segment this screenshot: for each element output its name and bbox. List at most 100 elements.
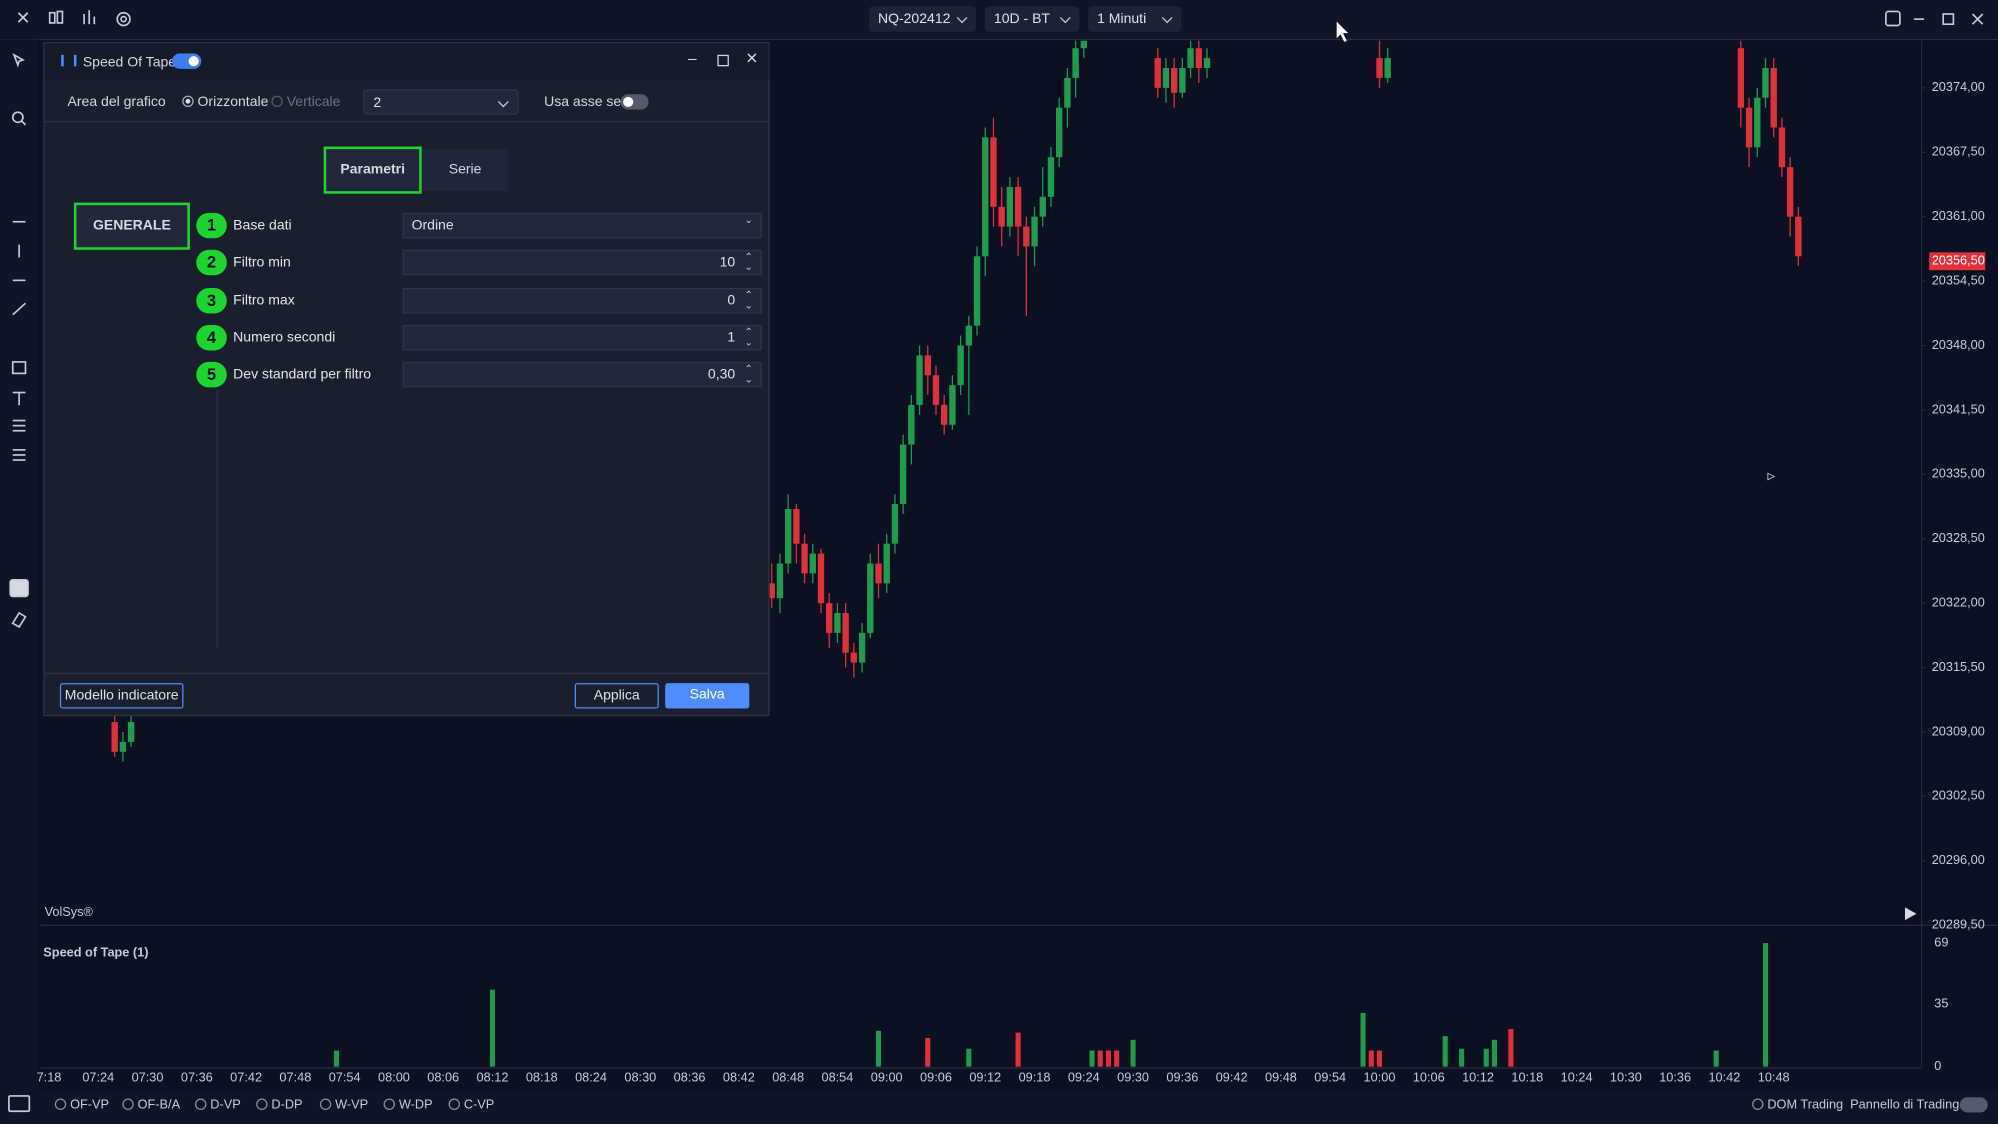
close-icon[interactable]: ✕ — [15, 8, 30, 28]
param-input[interactable]: 10 ⌃ ⌄ — [402, 250, 762, 276]
candle-body — [1203, 58, 1211, 69]
candle-body — [973, 256, 981, 326]
input-arrow[interactable]: ⌄ — [744, 214, 754, 226]
candle-body — [834, 613, 841, 633]
bar — [1376, 1050, 1383, 1067]
candles — [111, 40, 1802, 762]
candle-body — [883, 543, 890, 584]
timeframe-dropdown[interactable]: 1 Minuti — [1088, 6, 1182, 32]
candle-body — [809, 553, 816, 574]
param-label: Numero secondi — [233, 329, 336, 346]
label: Pannello di Trading — [1850, 1098, 1960, 1113]
x-tick-label: 08:24 — [575, 1069, 607, 1084]
radio-option[interactable]: Verticale — [271, 94, 341, 110]
x-tick-label: 08:00 — [378, 1069, 410, 1084]
y-tick-label: 20335,00 — [1932, 466, 1985, 481]
candle-body — [1786, 167, 1794, 217]
candle-body — [1170, 68, 1178, 93]
scroll-button[interactable] — [1904, 907, 1917, 921]
x-tick-label: 10:42 — [1708, 1069, 1740, 1084]
bar — [1114, 1050, 1120, 1067]
candle-body — [801, 543, 808, 574]
candle-body — [127, 722, 135, 742]
range-dropdown[interactable]: 10D - BT — [984, 6, 1080, 32]
x-tick-label: 07:48 — [279, 1069, 311, 1084]
tab[interactable]: Serie — [421, 149, 509, 192]
candle-body — [1376, 58, 1383, 78]
param-input[interactable]: 0,30 ⌃ ⌄ — [402, 362, 762, 388]
candle-body — [119, 741, 127, 752]
minimize[interactable]: – — [688, 49, 697, 68]
radio-label: Verticale — [286, 94, 341, 110]
profile-radio[interactable]: W-DP — [384, 1099, 433, 1113]
x-tick-label: 09:06 — [920, 1069, 952, 1084]
param-number: 2 — [196, 250, 227, 276]
candle-body — [1006, 186, 1014, 227]
x-tick-label: 7:18 — [37, 1069, 62, 1084]
profile-radio[interactable]: OF-B/A — [122, 1099, 180, 1113]
x-tick-label: 09:48 — [1265, 1069, 1297, 1084]
button[interactable]: Salva — [665, 683, 750, 709]
button[interactable]: Applica — [574, 683, 659, 709]
indicator-label: VolSys® — [45, 904, 94, 919]
candle-body — [1384, 58, 1391, 78]
profile-radio[interactable]: D-DP — [256, 1099, 302, 1113]
candle-body — [998, 206, 1005, 227]
bar — [1762, 943, 1769, 1067]
area-dropdown[interactable]: 2 — [363, 89, 519, 115]
candle-body — [1795, 216, 1802, 257]
section-button[interactable]: GENERALE — [73, 202, 190, 250]
close[interactable]: ✕ — [745, 49, 759, 68]
x-tick-label: 09:00 — [871, 1069, 903, 1084]
candle-body — [111, 722, 118, 752]
candle-body — [1154, 58, 1161, 88]
candle-body — [957, 345, 964, 386]
y-tick-label: 20361,00 — [1932, 208, 1985, 223]
toggle[interactable] — [172, 53, 202, 69]
input-arrow[interactable]: ⌃ ⌄ — [744, 251, 754, 274]
input-arrow[interactable]: ⌃ ⌄ — [744, 363, 754, 386]
param-input[interactable]: Ordine ⌄ — [402, 212, 762, 239]
symbol-dropdown[interactable]: NQ-202412 — [869, 6, 977, 32]
icon — [61, 54, 77, 67]
candle-body — [949, 385, 956, 425]
candle-body — [768, 583, 775, 599]
input-arrow[interactable]: ⌃ ⌄ — [744, 326, 754, 348]
x-tick-label: 08:54 — [821, 1069, 853, 1084]
profile-radio[interactable]: W-VP — [320, 1099, 368, 1113]
radio-option[interactable]: Orizzontale — [182, 94, 268, 110]
radio[interactable]: DOM Trading — [1752, 1099, 1843, 1113]
candle-body — [899, 444, 907, 505]
candle-body — [891, 504, 899, 544]
toggle[interactable] — [1959, 1097, 1988, 1113]
indicator-dialog: Speed Of Tape – ✕ Area del grafico Orizz… — [43, 42, 770, 717]
button[interactable]: Modello indicatore — [59, 683, 184, 709]
candle-body — [826, 603, 833, 633]
x-tick-label: 09:24 — [1068, 1069, 1100, 1084]
candle-body — [1778, 127, 1786, 168]
candle-body — [1162, 68, 1170, 88]
y-tick-label: 20348,00 — [1932, 337, 1985, 352]
y-tick-label: 20374,00 — [1932, 79, 1985, 94]
bar — [1360, 1012, 1366, 1067]
candle-body — [1039, 196, 1046, 217]
bar — [1097, 1050, 1103, 1067]
profile-radio[interactable]: OF-VP — [55, 1099, 109, 1113]
maximize[interactable] — [717, 54, 729, 67]
profile-radio[interactable]: C-VP — [449, 1099, 494, 1113]
bar — [1508, 1029, 1514, 1067]
toggle[interactable] — [620, 94, 649, 110]
param-label: Base dati — [233, 217, 292, 234]
last-price-marker — [1929, 252, 1986, 271]
input-arrow[interactable]: ⌃ ⌄ — [744, 288, 754, 311]
param-input[interactable]: 0 ⌃ ⌄ — [402, 287, 762, 313]
y-tick-label: 20296,00 — [1932, 852, 1985, 867]
tab[interactable]: Parametri — [323, 146, 422, 194]
profile-radio[interactable]: D-VP — [195, 1099, 240, 1113]
candle-body — [924, 355, 931, 376]
param-label: Dev standard per filtro — [233, 367, 372, 383]
param-input[interactable]: 1 ⌃ ⌄ — [402, 324, 762, 351]
y-tick-label: 20289,50 — [1932, 917, 1985, 932]
bar — [1130, 1039, 1136, 1067]
